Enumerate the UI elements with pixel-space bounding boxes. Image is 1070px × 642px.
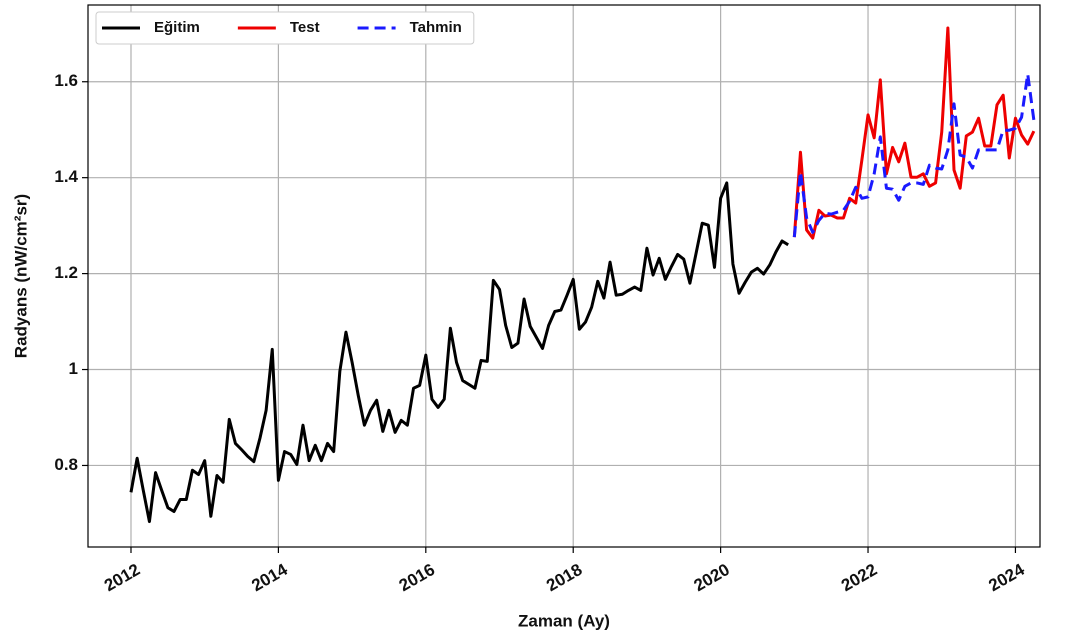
legend-label: Eğitim (154, 19, 200, 36)
legend-box (95, 11, 475, 45)
x-tick-label: 2014 (248, 560, 291, 596)
y-tick-label: 1.2 (54, 263, 78, 282)
series-line (792, 26, 1036, 240)
y-axis-label: Radyans (nW/cm²sr) (11, 194, 30, 358)
x-tick-label: 2012 (101, 560, 143, 595)
plot-frame (87, 4, 1041, 548)
y-tick-label: 1.4 (54, 167, 78, 186)
y-tick-label: 1.6 (54, 71, 78, 90)
series-line (792, 72, 1036, 238)
y-tick-label: 0.8 (54, 455, 78, 474)
legend-label: Tahmin (410, 19, 462, 36)
legend: Eğitim Test Tahmin (95, 11, 475, 45)
x-tick-label: 2018 (543, 560, 585, 595)
x-tick-label: 2024 (985, 560, 1028, 596)
x-axis-label: Zaman (Ay) (518, 611, 610, 630)
legend-label: Test (290, 19, 320, 36)
x-tick-label: 2020 (691, 560, 733, 595)
series-line (129, 181, 789, 524)
y-tick-label: 1 (69, 359, 78, 378)
x-tick-label: 2016 (396, 560, 438, 595)
x-tick-label: 2022 (838, 560, 880, 595)
